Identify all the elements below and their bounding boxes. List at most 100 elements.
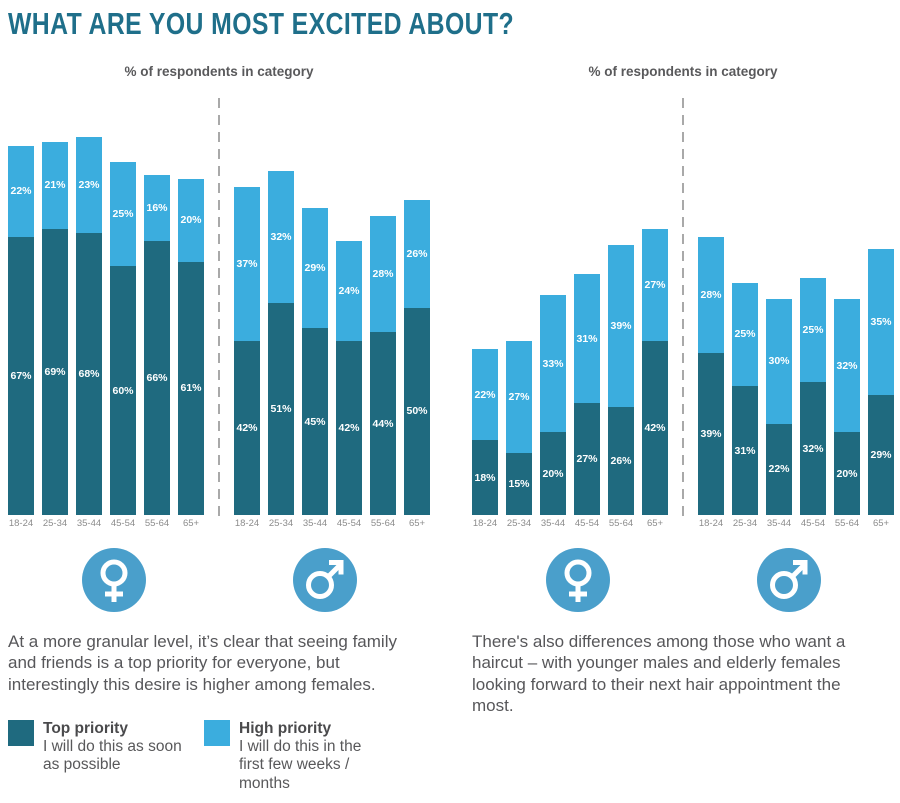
bar-value-label: 68% — [78, 367, 100, 380]
bar-segment-top-priority: 22% — [766, 423, 792, 515]
group-divider — [218, 98, 220, 518]
axis-label: 18-24 — [698, 518, 724, 529]
bar-group-female: 22% 18% 18-24 27% 15% 25-34 33% 20% 35-44 31% 27% 4… — [472, 228, 668, 534]
bar-column: 21% 69% 25-34 — [42, 141, 68, 534]
bar-column: 28% 39% 18-24 — [698, 236, 724, 534]
bar-stack: 37% 42% — [234, 187, 260, 515]
icons-row — [8, 547, 430, 613]
axis-label: 65+ — [182, 518, 200, 529]
bar-value-label: 30% — [768, 355, 790, 368]
bar-value-label: 28% — [700, 289, 722, 302]
stacked-bar-chart: 22% 18% 18-24 27% 15% 25-34 33% 20% 35-44 31% 27% 4… — [472, 98, 894, 534]
axis-label: 45-54 — [110, 518, 136, 529]
bar-segment-top-priority: 66% — [144, 241, 170, 515]
bar-column: 29% 45% 35-44 — [302, 207, 328, 534]
bar-value-label: 32% — [270, 230, 292, 243]
bar-stack: 27% 42% — [642, 228, 668, 515]
bar-segment-top-priority: 68% — [76, 232, 102, 515]
axis-label: 55-64 — [834, 518, 860, 529]
bar-segment-high-priority: 27% — [506, 340, 532, 453]
bar-stack: 29% 45% — [302, 207, 328, 515]
bar-value-label: 25% — [802, 324, 824, 337]
chart-subtitle: % of respondents in category — [124, 64, 314, 79]
bar-value-label: 25% — [112, 208, 134, 221]
legend-item-top-priority: Top priority I will do this as soon as p… — [8, 719, 204, 793]
bar-column: 25% 60% 45-54 — [110, 162, 136, 534]
bar-stack: 26% 50% — [404, 199, 430, 515]
axis-label: 18-24 — [234, 518, 260, 529]
legend-swatch-high-priority — [204, 719, 230, 746]
bar-column: 23% 68% 35-44 — [76, 137, 102, 534]
bar-value-label: 39% — [610, 320, 632, 333]
legend-item-title: High priority — [239, 719, 332, 737]
bar-column: 31% 27% 45-54 — [574, 274, 600, 534]
bar-segment-high-priority: 28% — [370, 216, 396, 333]
bar-stack: 39% 26% — [608, 245, 634, 515]
bar-segment-top-priority: 60% — [110, 266, 136, 515]
bar-segment-high-priority: 21% — [42, 141, 68, 229]
bar-value-label: 69% — [44, 365, 66, 378]
bar-segment-top-priority: 51% — [268, 303, 294, 515]
axis-label: 55-64 — [144, 518, 170, 529]
axis-label: 25-34 — [42, 518, 68, 529]
male-icon — [756, 548, 821, 612]
bar-value-label: 60% — [112, 384, 134, 397]
bar-group-male: 28% 39% 18-24 25% 31% 25-34 30% 22% 35-44 25% 32% 4… — [698, 236, 894, 534]
bar-column: 27% 15% 25-34 — [506, 340, 532, 534]
bar-segment-high-priority: 39% — [608, 245, 634, 408]
bar-segment-top-priority: 45% — [302, 328, 328, 515]
bar-value-label: 35% — [870, 316, 892, 329]
bar-value-label: 16% — [146, 201, 168, 214]
bar-stack: 28% 44% — [370, 216, 396, 515]
axis-label: 45-54 — [800, 518, 826, 529]
bar-segment-top-priority: 29% — [868, 394, 894, 515]
bar-segment-high-priority: 20% — [178, 178, 204, 262]
bar-value-label: 66% — [146, 372, 168, 385]
bar-value-label: 18% — [474, 471, 496, 484]
legend-item-high-priority: High priority I will do this in the firs… — [204, 719, 381, 793]
bar-value-label: 20% — [836, 467, 858, 480]
bar-value-label: 26% — [406, 247, 428, 260]
axis-label: 18-24 — [8, 518, 34, 529]
bar-column: 32% 20% 55-64 — [834, 299, 860, 534]
bar-column: 26% 50% 65+ — [404, 199, 430, 534]
bar-stack: 22% 18% — [472, 349, 498, 515]
bar-stack: 35% 29% — [868, 249, 894, 515]
bar-segment-top-priority: 42% — [642, 340, 668, 515]
bar-value-label: 67% — [10, 369, 32, 382]
axis-label: 35-44 — [302, 518, 328, 529]
axis-label: 45-54 — [336, 518, 362, 529]
bar-segment-high-priority: 35% — [868, 249, 894, 395]
bar-segment-top-priority: 31% — [732, 386, 758, 515]
bar-value-label: 31% — [576, 332, 598, 345]
page-title: WHAT ARE YOU MOST EXCITED ABOUT? — [8, 6, 515, 41]
bar-stack: 21% 69% — [42, 141, 68, 515]
bar-column: 37% 42% 18-24 — [234, 187, 260, 534]
axis-label: 55-64 — [608, 518, 634, 529]
bar-value-label: 42% — [644, 421, 666, 434]
chart-subtitle: % of respondents in category — [588, 64, 778, 79]
bar-value-label: 37% — [236, 257, 258, 270]
bar-group-male: 37% 42% 18-24 32% 51% 25-34 29% 45% 35-44 24% 42% 4… — [234, 170, 430, 534]
bar-segment-top-priority: 42% — [234, 340, 260, 515]
bar-segment-high-priority: 24% — [336, 241, 362, 341]
chart-panel-seeing-family-friends: % of respondents in category 22% 67% 18-24… — [8, 62, 430, 793]
bar-stack: 31% 27% — [574, 274, 600, 515]
bar-value-label: 51% — [270, 403, 292, 416]
bar-value-label: 27% — [508, 390, 530, 403]
icons-row — [472, 547, 894, 613]
bar-value-label: 23% — [78, 179, 100, 192]
bar-segment-high-priority: 29% — [302, 207, 328, 329]
bar-segment-high-priority: 26% — [404, 199, 430, 308]
bar-stack: 20% 61% — [178, 178, 204, 515]
axis-label: 45-54 — [574, 518, 600, 529]
bar-segment-top-priority: 20% — [834, 432, 860, 515]
bar-stack: 25% 32% — [800, 278, 826, 515]
panel-caption: There's also differences among those who… — [472, 632, 846, 715]
bar-column: 22% 67% 18-24 — [8, 145, 34, 534]
bar-segment-high-priority: 25% — [110, 162, 136, 266]
bar-group-female: 22% 67% 18-24 21% 69% 25-34 23% 68% 35-44 25% 60% 4… — [8, 137, 204, 534]
axis-label: 65+ — [646, 518, 664, 529]
bar-column: 16% 66% 55-64 — [144, 174, 170, 534]
bar-segment-top-priority: 50% — [404, 307, 430, 515]
